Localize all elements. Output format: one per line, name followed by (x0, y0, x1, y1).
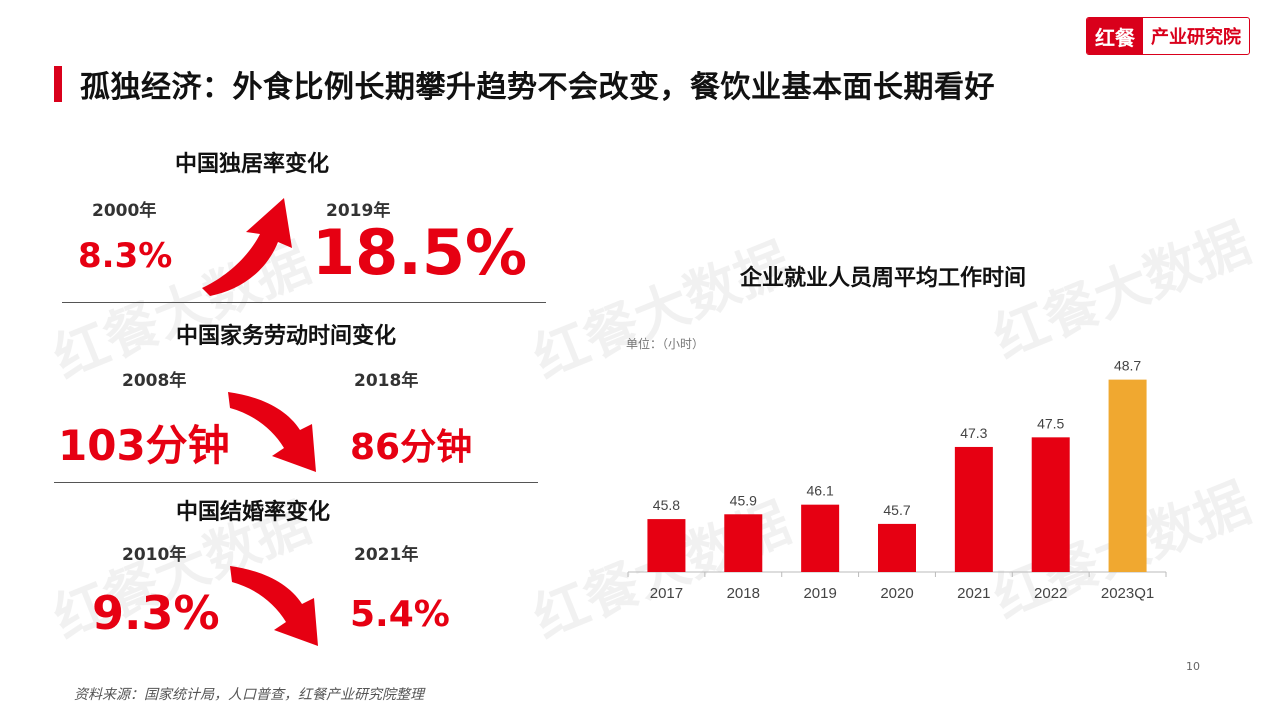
logo-text: 产业研究院 (1151, 27, 1241, 48)
stat-from-value: 8.3% (78, 236, 173, 276)
data-label: 48.7 (1114, 358, 1141, 374)
page-title: 孤独经济：外食比例长期攀升趋势不会改变，餐饮业基本面长期看好 (80, 70, 995, 105)
stat-title: 中国结婚率变化 (176, 500, 331, 525)
stat-from-year: 2010年 (122, 545, 187, 565)
stat-to-value: 18.5% (312, 216, 528, 289)
x-tick-label: 2022 (1034, 585, 1067, 602)
stat-title: 中国独居率变化 (175, 152, 330, 177)
bar-2017 (647, 519, 686, 572)
data-label: 47.3 (960, 425, 987, 441)
x-tick-label: 2017 (650, 585, 683, 602)
stat-to-year: 2021年 (354, 545, 419, 565)
data-label: 45.7 (883, 502, 910, 518)
stat-from-value: 103分钟 (58, 421, 230, 470)
x-tick-label: 2020 (880, 585, 913, 602)
source-note: 资料来源：国家统计局，人口普查，红餐产业研究院整理 (74, 687, 424, 703)
stat-to-year: 2018年 (354, 371, 419, 391)
bar-2019 (801, 504, 840, 572)
bar-2021 (954, 446, 993, 572)
stat-from-value: 9.3% (92, 586, 220, 640)
bar-2022 (1031, 437, 1070, 572)
bar-chart: 45.8 2017 45.9 2018 46.1 2019 45.7 2020 47.3 2021… (627, 358, 1167, 602)
page-number: 10 (1186, 660, 1200, 673)
data-label: 45.9 (730, 492, 757, 508)
stat-to-value: 5.4% (350, 594, 450, 635)
stat-to-year: 2019年 (326, 201, 391, 221)
chart-unit-label: 单位：（小时） (626, 337, 705, 351)
x-tick-label: 2018 (727, 585, 760, 602)
stat-title: 中国家务劳动时间变化 (176, 324, 397, 349)
x-tick-label: 2019 (803, 585, 836, 602)
x-tick-label: 2023Q1 (1101, 585, 1154, 602)
trend-down-arrow-icon (230, 566, 318, 646)
data-label: 46.1 (807, 483, 834, 499)
brand-logo: 红餐 产业研究院 (1086, 17, 1250, 55)
bar-2020 (878, 523, 916, 572)
bar-2018 (724, 514, 763, 572)
data-label: 47.5 (1037, 415, 1064, 431)
title-accent-bar (54, 66, 62, 102)
trend-up-arrow-icon (202, 198, 292, 296)
chart-title: 企业就业人员周平均工作时间 (740, 266, 1027, 291)
trend-down-arrow-icon (228, 392, 316, 472)
divider (54, 482, 538, 483)
bar-2023Q1 (1108, 379, 1147, 572)
divider (62, 302, 546, 303)
logo-mark: 红餐 (1087, 18, 1143, 54)
stat-from-year: 2008年 (122, 371, 187, 391)
data-label: 45.8 (653, 497, 680, 513)
stat-to-value: 86分钟 (350, 427, 473, 468)
x-tick-label: 2021 (957, 585, 990, 602)
stat-from-year: 2000年 (92, 201, 157, 221)
